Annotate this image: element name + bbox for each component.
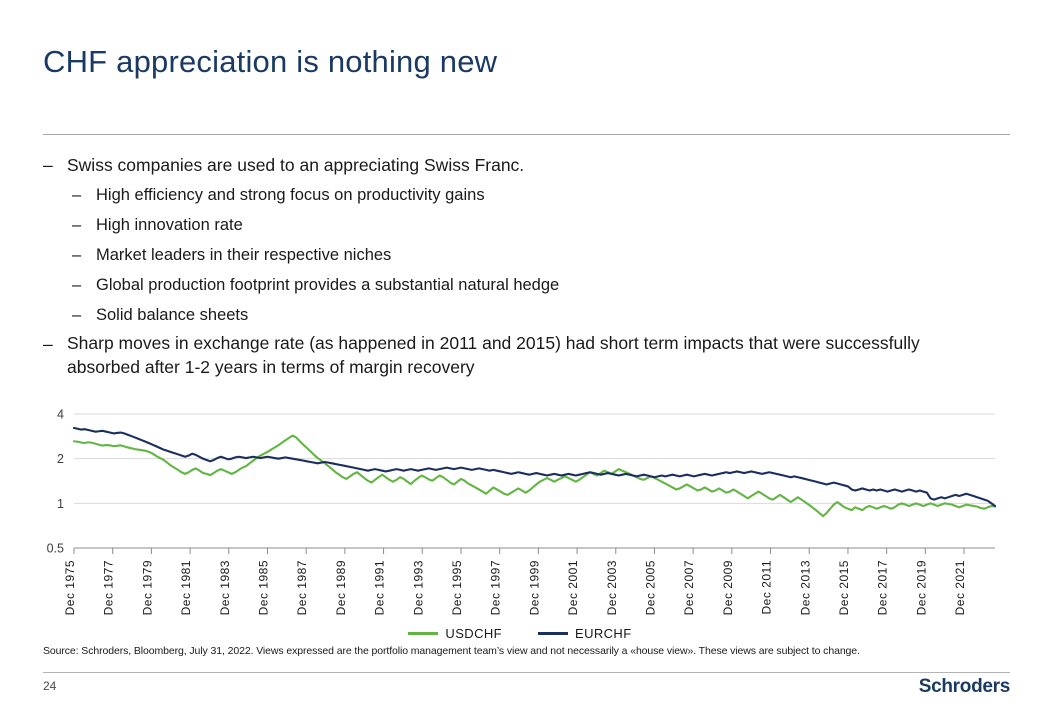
x-axis-tick-label: Dec 2011: [760, 560, 774, 614]
bullet-item: – Market leaders in their respective nich…: [72, 241, 993, 269]
x-axis-tick-label: Dec 1997: [489, 560, 503, 615]
x-axis-tick-label: Dec 2013: [798, 560, 812, 615]
x-axis-tick-label: Dec 1991: [373, 560, 387, 615]
exchange-rate-chart: 0.5 1 2 4 Dec 1975 Dec 1977 Dec 1979 Dec 1981 De…: [0, 396, 1040, 646]
x-axis-tick-label: Dec 2003: [605, 560, 619, 615]
bullet-text: High innovation rate: [96, 216, 243, 234]
x-axis-tick-label: Dec 2009: [721, 560, 735, 615]
x-axis-tick-label: Dec 1979: [140, 560, 154, 615]
legend-swatch-icon: [538, 632, 568, 635]
title-divider: [43, 134, 1010, 135]
page-title: CHF appreciation is nothing new: [43, 44, 498, 79]
bullet-list: – Swiss companies are used to an apprecia…: [43, 152, 993, 381]
brand-logo: Schroders: [918, 676, 1011, 697]
x-axis-tick-label: Dec 2015: [837, 560, 851, 615]
bullet-text: Market leaders in their respective niche…: [96, 246, 392, 264]
bullet-dash-icon: –: [43, 155, 53, 175]
bullet-text: Global production footprint provides a s…: [96, 276, 560, 294]
bullet-item: – High efficiency and strong focus on pro…: [72, 181, 993, 209]
bullet-dash-icon: –: [72, 306, 82, 324]
bullet-item: – Solid balance sheets: [72, 301, 993, 329]
x-axis-tick-label: Dec 1993: [411, 560, 425, 615]
x-axis-tick-label: Dec 1975: [63, 560, 77, 615]
y-axis-tick-label: 1: [57, 497, 64, 511]
x-axis-tick-label: Dec 1989: [334, 560, 348, 615]
series-line-eurchf: [72, 426, 997, 508]
bullet-dash-icon: –: [72, 186, 82, 204]
bullet-text: Sharp moves in exchange rate (as happene…: [67, 333, 920, 377]
bullet-text: Solid balance sheets: [96, 306, 249, 324]
bullet-dash-icon: –: [43, 334, 53, 354]
bullet-item: – High innovation rate: [72, 211, 993, 239]
x-axis-tick-label: Dec 2007: [682, 560, 696, 615]
page-number: 24: [43, 679, 57, 693]
y-axis-tick-label: 2: [57, 452, 64, 466]
legend-swatch-icon: [408, 632, 439, 635]
bullet-text: Swiss companies are used to an appreciat…: [67, 155, 525, 175]
source-note: Source: Schroders, Bloomberg, July 31, 2…: [43, 645, 860, 657]
x-axis-tick-label: Dec 1995: [450, 560, 464, 615]
x-axis-tick-label: Dec 2021: [953, 560, 967, 615]
legend-label: USDCHF: [445, 626, 502, 641]
y-axis-tick-label: 0.5: [47, 542, 64, 556]
x-axis-tick-label: Dec 1977: [102, 560, 116, 615]
x-axis-tick-label: Dec 2017: [876, 560, 890, 615]
chart-svg: 0.5 1 2 4 Dec 1975 Dec 1977 Dec 1979 Dec 1981 De…: [47, 408, 997, 615]
x-axis-tick-label: Dec 2005: [643, 560, 657, 615]
legend-label: EURCHF: [575, 626, 632, 641]
legend-item-eurchf: EURCHF: [538, 626, 632, 641]
footer-divider: [43, 672, 1010, 673]
bullet-item: – Sharp moves in exchange rate (as happen…: [43, 331, 993, 379]
legend-item-usdchf: USDCHF: [408, 626, 502, 641]
x-axis-tick-label: Dec 2019: [914, 560, 928, 615]
series-line-usdchf: [72, 434, 997, 518]
bullet-dash-icon: –: [72, 246, 82, 264]
x-axis-tick-label: Dec 1981: [179, 560, 193, 615]
y-axis-tick-label: 4: [57, 408, 64, 422]
chart-legend: USDCHF EURCHF: [0, 626, 1040, 641]
bullet-text: High efficiency and strong focus on prod…: [96, 186, 485, 204]
bullet-dash-icon: –: [72, 276, 82, 294]
bullet-dash-icon: –: [72, 216, 82, 234]
x-axis-tick-label: Dec 1985: [256, 560, 270, 615]
x-axis-tick-label: Dec 1983: [218, 560, 232, 615]
x-axis-tick-label: Dec 1987: [295, 560, 309, 615]
bullet-item: – Swiss companies are used to an apprecia…: [43, 152, 993, 179]
bullet-item: – Global production footprint provides a …: [72, 271, 993, 299]
x-axis-tick-label: Dec 1999: [527, 560, 541, 615]
x-axis-tick-label: Dec 2001: [566, 560, 580, 615]
